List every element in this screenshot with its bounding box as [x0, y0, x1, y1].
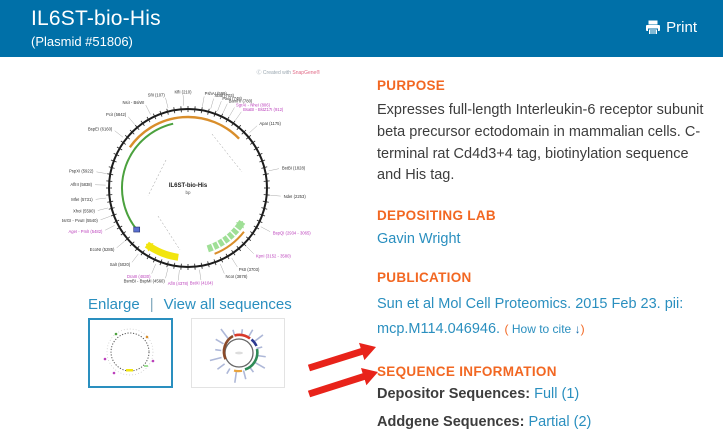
plasmid-number: (Plasmid #51806)	[31, 34, 133, 49]
svg-text:PspXI (5922): PspXI (5922)	[69, 169, 94, 174]
red-arrow-addgene	[308, 368, 378, 397]
svg-text:BsrGI - PvuII (5540): BsrGI - PvuII (5540)	[62, 218, 98, 223]
snapgene-watermark: Ⓒ Created with SnapGene®	[257, 69, 321, 76]
svg-text:NdeI (2253): NdeI (2253)	[284, 194, 307, 199]
details-panel: PURPOSE Expresses full-length Interleuki…	[377, 78, 715, 438]
printer-icon	[645, 20, 661, 35]
addgene-sequences-link[interactable]: Partial (2)	[528, 414, 591, 430]
svg-text:AflIII (5838): AflIII (5838)	[70, 182, 92, 187]
cite-paren-open: (	[505, 322, 509, 336]
publication-heading: PUBLICATION	[377, 270, 715, 285]
print-label: Print	[666, 19, 697, 36]
depositor-sequences-label: Depositor Sequences:	[377, 386, 530, 402]
purpose-heading: PURPOSE	[377, 78, 715, 93]
svg-text:BstXI (4104): BstXI (4104)	[190, 280, 214, 285]
svg-text:KflI (210): KflI (210)	[174, 90, 192, 95]
addgene-sequences-row: Addgene Sequences: Partial (2)	[377, 414, 715, 430]
sequence-information-heading: SEQUENCE INFORMATION	[377, 364, 715, 379]
svg-text:EcoNI (5285): EcoNI (5285)	[90, 247, 115, 252]
svg-text:BspEI (6160): BspEI (6160)	[88, 126, 113, 131]
svg-text:NcoI (3878): NcoI (3878)	[226, 274, 248, 279]
enlarge-link[interactable]: Enlarge	[88, 296, 140, 313]
svg-text:PstI (3703): PstI (3703)	[239, 267, 260, 272]
plasmid-map[interactable]: Ⓒ Created with SnapGene® BspEI (6160) PciI…	[62, 64, 362, 296]
svg-text:ApaI (1175): ApaI (1175)	[259, 121, 281, 126]
svg-text:PciI (5842): PciI (5842)	[106, 112, 127, 117]
alternate-map-thumbnail[interactable]	[191, 318, 285, 388]
svg-text:NsiI - BsiWI: NsiI - BsiWI	[123, 100, 145, 105]
purpose-text: Expresses full-length Interleukin-6 rece…	[377, 100, 715, 187]
svg-text:KpnI (3152 - 3580): KpnI (3152 - 3580)	[256, 253, 292, 258]
svg-text:BspQI (2934 - 3065): BspQI (2934 - 3065)	[273, 230, 312, 235]
depositing-lab-heading: DEPOSITING LAB	[377, 208, 715, 223]
svg-text:BsaBI - BstZ17I (912): BsaBI - BstZ17I (912)	[243, 107, 284, 112]
svg-text:MfeI (5731): MfeI (5731)	[71, 197, 93, 202]
addgene-sequences-label: Addgene Sequences:	[377, 414, 524, 430]
how-to-cite-link[interactable]: How to cite	[512, 322, 571, 336]
depositor-sequences-link[interactable]: Full (1)	[534, 386, 579, 402]
print-button[interactable]: Print	[645, 19, 697, 36]
link-separator: |	[150, 296, 154, 313]
snapgene-map-thumbnail[interactable]	[88, 318, 173, 388]
svg-text:SalI (5020): SalI (5020)	[110, 262, 131, 267]
map-center-label: IL6ST-bio-His	[169, 183, 208, 189]
map-thumbnails	[88, 318, 285, 388]
depositor-sequences-row: Depositor Sequences: Full (1)	[377, 386, 715, 402]
map-links: Enlarge | View all sequences	[88, 296, 292, 313]
page-title: IL6ST-bio-His	[31, 7, 161, 31]
svg-text:AgeI - PmlI (5482): AgeI - PmlI (5482)	[68, 229, 103, 234]
svg-text:BsmBI - BspMI (4560): BsmBI - BspMI (4560)	[124, 279, 166, 284]
svg-text:BstBI (1828): BstBI (1828)	[282, 165, 306, 170]
svg-text:SfiI (107): SfiI (107)	[148, 92, 166, 97]
cite-paren-close: )	[581, 322, 585, 336]
view-all-sequences-link[interactable]: View all sequences	[164, 296, 292, 313]
map-center-sublabel: bp	[185, 190, 191, 195]
svg-text:AflII (4378): AflII (4378)	[168, 281, 189, 286]
page-header: IL6ST-bio-His (Plasmid #51806) Print	[0, 0, 723, 57]
svg-text:XhoI (5590): XhoI (5590)	[73, 209, 95, 214]
depositing-lab-link[interactable]: Gavin Wright	[377, 231, 461, 247]
svg-text:DraIII (4830): DraIII (4830)	[127, 274, 151, 279]
red-arrow-depositor	[308, 343, 376, 371]
